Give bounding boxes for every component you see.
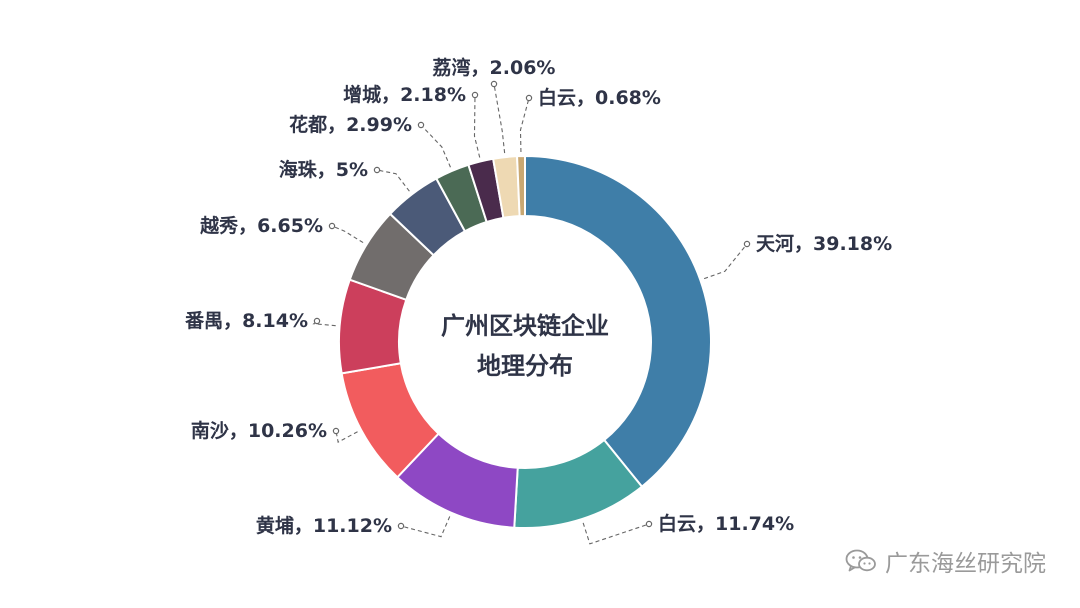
leader-line-7 xyxy=(376,169,410,192)
leader-dot-6 xyxy=(328,222,336,230)
slice-label-7: 海珠，5% xyxy=(279,158,368,181)
leader-line-8 xyxy=(420,124,451,168)
leader-line-11 xyxy=(519,97,530,153)
leader-line-3 xyxy=(400,516,451,538)
leader-dot-1 xyxy=(743,240,751,248)
slice-label-9: 增城，2.18% xyxy=(343,83,466,106)
slice-11 xyxy=(516,154,526,218)
slice-label-10: 荔湾，2.06% xyxy=(433,56,556,79)
leader-dot-9 xyxy=(471,91,479,99)
leader-line-10 xyxy=(493,83,506,154)
leader-dot-5 xyxy=(313,317,321,325)
center-title-line-2: 地理分布 xyxy=(477,352,573,380)
leader-line-9 xyxy=(473,94,481,158)
leader-line-6 xyxy=(331,225,364,244)
slice-label-11: 白云，0.68% xyxy=(538,86,661,109)
slices-layer xyxy=(338,154,712,529)
wechat-icon xyxy=(845,549,876,572)
slice-label-6: 越秀，6.65% xyxy=(199,214,323,237)
watermark-text: 广东海丝研究院 xyxy=(885,551,1046,577)
leader-line-4 xyxy=(335,430,358,443)
slice-label-2: 白云，11.74% xyxy=(658,512,794,535)
leader-dot-4 xyxy=(332,427,340,435)
slice-label-3: 黄埔，11.12% xyxy=(256,514,392,537)
slice-label-1: 天河，39.18% xyxy=(756,233,892,255)
leader-dot-2 xyxy=(645,520,653,528)
center-title-line-1: 广州区块链企业 xyxy=(441,312,609,340)
slice-label-5: 番禺，8.14% xyxy=(184,310,308,332)
slice-label-8: 花都，2.99% xyxy=(289,113,412,136)
leader-dot-11 xyxy=(525,94,533,102)
leader-line-2 xyxy=(582,522,650,545)
slice-labels: 天河，39.18% 白云，11.74% 黄埔，11.12% 南沙，10.26% 番禺，8… xyxy=(184,56,892,537)
leader-dot-3 xyxy=(397,522,405,530)
slice-label-4: 南沙，10.26% xyxy=(191,420,327,442)
leader-lines xyxy=(312,80,751,545)
leader-line-1 xyxy=(703,243,748,280)
leader-dot-8 xyxy=(417,121,425,129)
leader-dot-7 xyxy=(373,166,381,174)
watermark: 广东海丝研究院 xyxy=(845,544,1046,578)
slice-1 xyxy=(524,154,712,489)
leader-dot-10 xyxy=(490,80,498,88)
